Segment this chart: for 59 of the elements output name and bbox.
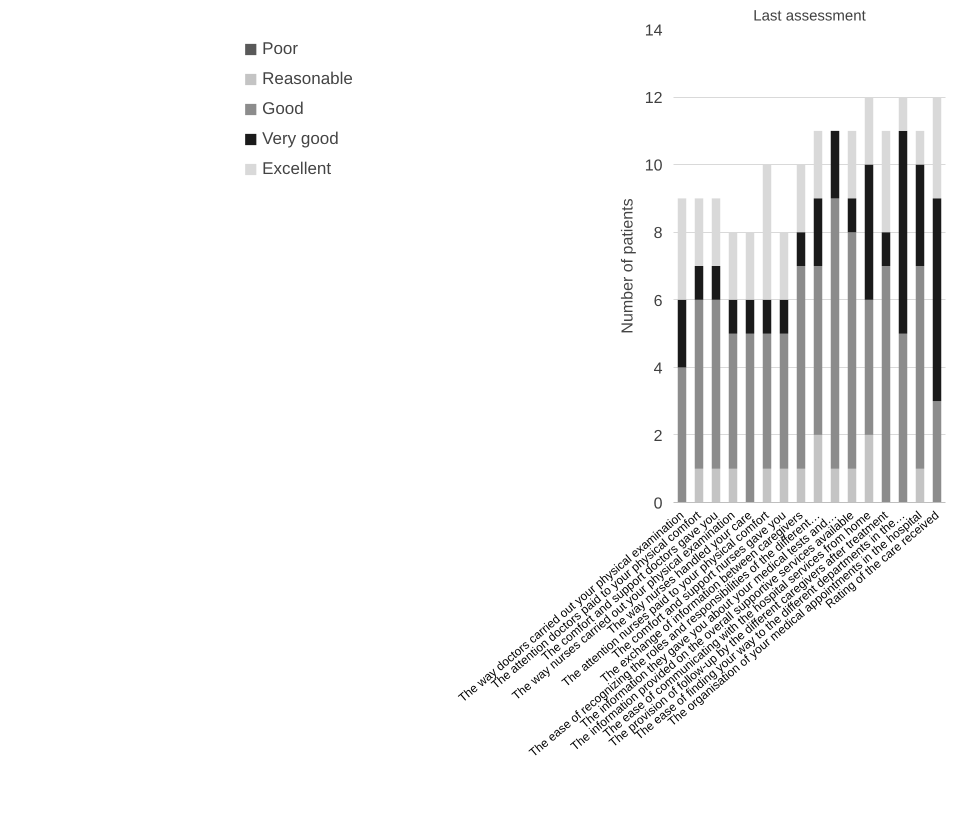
bar xyxy=(916,266,924,469)
y-tick-label: 2 xyxy=(654,428,663,445)
bar xyxy=(864,164,874,300)
bar xyxy=(830,198,840,469)
bar xyxy=(916,164,924,266)
bar xyxy=(882,266,890,502)
bar xyxy=(796,266,806,469)
bar xyxy=(762,300,772,334)
bar xyxy=(678,198,686,300)
bar xyxy=(814,266,822,435)
bar xyxy=(898,334,908,502)
bar xyxy=(882,232,890,266)
bar xyxy=(848,232,856,469)
bar xyxy=(796,232,806,266)
bar xyxy=(694,300,704,469)
bar xyxy=(694,198,704,266)
bar xyxy=(678,300,686,368)
bar xyxy=(678,367,686,502)
bar xyxy=(762,164,772,300)
bar xyxy=(728,232,738,300)
bar xyxy=(898,130,908,334)
legend-label: Good xyxy=(262,99,304,119)
bar xyxy=(848,198,856,232)
y-tick-label: 10 xyxy=(644,158,663,175)
legend-label: Excellent xyxy=(262,159,332,179)
bar xyxy=(712,300,720,469)
legend-label: Poor xyxy=(262,39,298,59)
bar xyxy=(712,266,720,300)
bar xyxy=(814,130,822,198)
bar xyxy=(830,130,840,198)
bar xyxy=(814,198,822,266)
bar xyxy=(728,334,738,469)
legend-label: Reasonable xyxy=(262,69,353,89)
bar xyxy=(780,334,788,469)
y-tick-label: 8 xyxy=(654,225,663,242)
y-tick-label: 6 xyxy=(654,292,663,310)
y-tick-label: 14 xyxy=(644,22,663,40)
bar xyxy=(746,300,754,334)
bar xyxy=(864,300,874,435)
bar xyxy=(746,232,754,300)
y-tick-label: 12 xyxy=(644,90,663,108)
bar xyxy=(932,401,942,502)
bar xyxy=(916,130,924,165)
bar xyxy=(746,334,754,502)
y-tick-label: 4 xyxy=(654,360,663,378)
bar xyxy=(932,198,942,402)
legend-label: Very good xyxy=(262,129,339,149)
bar xyxy=(762,334,772,469)
bar xyxy=(780,300,788,334)
bar xyxy=(712,198,720,266)
bar xyxy=(796,164,806,232)
bar xyxy=(848,130,856,198)
bar xyxy=(694,266,704,300)
y-axis-title: Number of patients xyxy=(620,198,637,334)
chart-title: Last assessment xyxy=(753,8,867,24)
bar xyxy=(728,300,738,334)
y-tick-label: 0 xyxy=(654,496,663,512)
bar xyxy=(780,232,788,300)
bar xyxy=(882,130,890,232)
